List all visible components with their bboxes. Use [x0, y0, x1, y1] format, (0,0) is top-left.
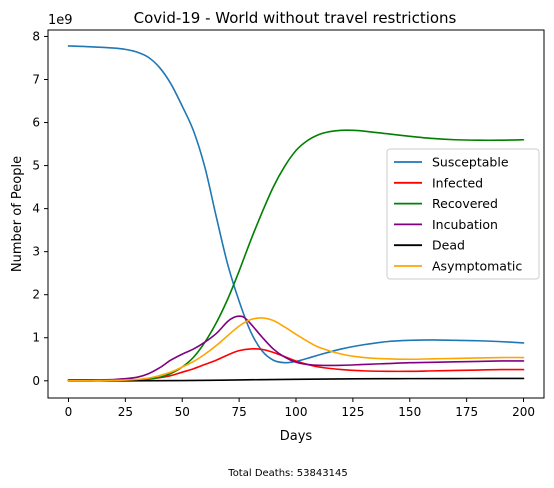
series-line-dead [67, 377, 525, 382]
x-tick-label: 150 [398, 405, 421, 419]
y-tick-label: 4 [32, 202, 40, 216]
series-line-incubation [67, 315, 525, 381]
x-tick-label: 0 [65, 405, 73, 419]
legend-label-dead: Dead [432, 238, 465, 253]
x-tick-label: 125 [341, 405, 364, 419]
x-tick-label: 100 [285, 405, 308, 419]
legend: Susceptable Infected Recovered Incubation De… [386, 148, 540, 280]
legend-box [386, 148, 540, 280]
x-axis-label: Days [280, 429, 313, 444]
total-deaths-footer: Total Deaths: 53843145 [227, 468, 347, 479]
series-line-recovered [67, 129, 525, 382]
series-line-asymptomatic [67, 317, 525, 382]
chart-title: Covid-19 - World without travel restrict… [134, 9, 457, 27]
x-tick-label: 50 [175, 405, 190, 419]
legend-label-asymptomatic: Asymptomatic [432, 259, 522, 274]
x-tick-label: 175 [455, 405, 478, 419]
y-tick-label: 1 [32, 331, 40, 345]
y-tick-label: 2 [32, 288, 40, 302]
legend-label-incubation: Incubation [432, 217, 498, 232]
x-tick-label: 25 [118, 405, 133, 419]
y-tick-label: 7 [32, 72, 40, 86]
y-tick-label: 6 [32, 116, 40, 130]
y-offset-label: 1e9 [48, 13, 73, 28]
series-line-susceptable [67, 45, 525, 364]
y-tick-label: 3 [32, 245, 40, 259]
x-axis-ticks: 0 25 50 75 100 125 150 175 200 [65, 398, 535, 419]
legend-label-recovered: Recovered [432, 196, 498, 211]
y-tick-label: 0 [32, 374, 40, 388]
legend-label-infected: Infected [432, 175, 483, 190]
y-axis-label: Number of People [10, 156, 25, 272]
x-tick-label: 200 [512, 405, 535, 419]
x-tick-label: 75 [231, 405, 246, 419]
y-axis-ticks: 0 1 2 3 4 5 6 7 8 [32, 29, 48, 388]
series-lines [67, 45, 525, 382]
y-tick-label: 8 [32, 29, 40, 43]
y-tick-label: 5 [32, 159, 40, 173]
legend-label-susceptable: Susceptable [432, 155, 509, 170]
